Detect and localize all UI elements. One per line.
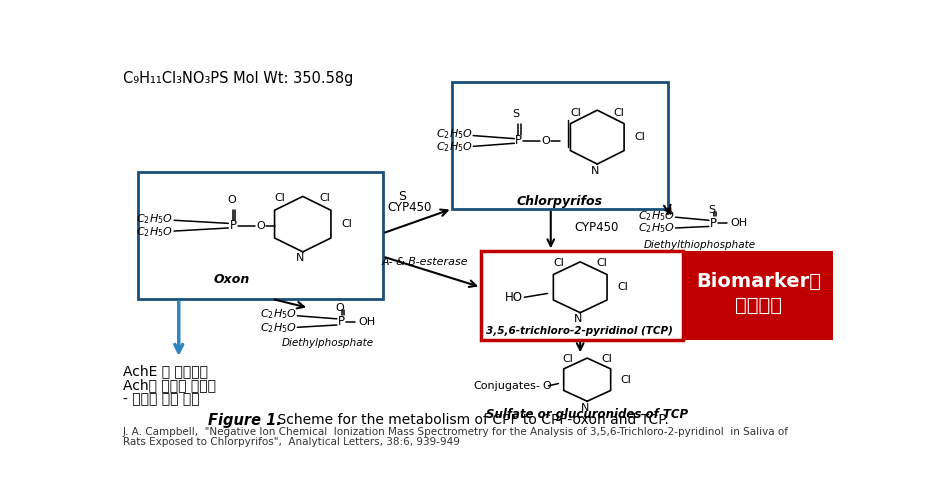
Text: Cl: Cl xyxy=(614,108,625,118)
Text: A- & B-esterase: A- & B-esterase xyxy=(382,257,469,267)
Text: $C_2H_5O$: $C_2H_5O$ xyxy=(435,127,473,141)
Text: Diethylphosphate: Diethylphosphate xyxy=(281,339,374,349)
Text: Cl: Cl xyxy=(275,193,286,202)
Text: Biomarker로: Biomarker로 xyxy=(696,273,821,292)
Text: Cl: Cl xyxy=(553,258,564,268)
Text: Cl: Cl xyxy=(601,354,613,364)
Text: N: N xyxy=(573,314,582,324)
Text: Cl: Cl xyxy=(620,375,631,385)
Text: Cl: Cl xyxy=(617,282,629,292)
Bar xyxy=(684,251,833,340)
Text: Cl: Cl xyxy=(597,258,607,268)
Text: P: P xyxy=(710,217,717,230)
Text: O: O xyxy=(257,220,265,230)
Text: HO: HO xyxy=(505,291,523,304)
Text: O: O xyxy=(335,303,345,313)
Text: $C_2H_5O$: $C_2H_5O$ xyxy=(136,212,174,225)
Text: P: P xyxy=(338,316,345,329)
Text: Cl: Cl xyxy=(319,193,331,202)
Text: P: P xyxy=(515,134,522,147)
Text: Oxon: Oxon xyxy=(213,273,249,286)
Text: $C_2H_5O$: $C_2H_5O$ xyxy=(260,321,297,335)
Text: Sulfate or glucuronides of TCP: Sulfate or glucuronides of TCP xyxy=(486,408,688,421)
Text: OH: OH xyxy=(730,218,748,228)
Text: N: N xyxy=(296,254,304,264)
Text: Cl: Cl xyxy=(562,354,573,364)
Text: N: N xyxy=(590,166,599,176)
Text: S: S xyxy=(398,190,406,203)
Text: S: S xyxy=(708,204,715,214)
Text: Figure 1.: Figure 1. xyxy=(208,413,282,428)
Bar xyxy=(138,172,383,299)
Text: CYP450: CYP450 xyxy=(574,221,618,234)
Text: C₉H₁₁Cl₃NO₃PS Mol Wt: 350.58g: C₉H₁₁Cl₃NO₃PS Mol Wt: 350.58g xyxy=(123,71,353,86)
Bar xyxy=(481,251,683,340)
Text: Ach의 분해를 막는다: Ach의 분해를 막는다 xyxy=(123,378,216,392)
Text: AchE 에 작용하여: AchE 에 작용하여 xyxy=(123,364,208,378)
Text: $C_2H_5O$: $C_2H_5O$ xyxy=(260,307,297,321)
Text: N: N xyxy=(581,403,589,413)
Text: J. A. Campbell,  "Negative Ion Chemical  Ionization Mass Spectrometry for the An: J. A. Campbell, "Negative Ion Chemical I… xyxy=(123,427,789,437)
Text: CYP450: CYP450 xyxy=(388,201,432,214)
Bar xyxy=(452,82,668,209)
Text: Cl: Cl xyxy=(634,132,645,142)
Text: - 신경계 이상 발생: - 신경계 이상 발생 xyxy=(123,392,200,406)
Text: $C_2H_5O$: $C_2H_5O$ xyxy=(435,140,473,154)
Text: Chlorpyrifos: Chlorpyrifos xyxy=(517,194,603,207)
Text: $C_2H_5O$: $C_2H_5O$ xyxy=(136,225,174,239)
Text: O: O xyxy=(542,136,550,146)
Text: OH: OH xyxy=(359,317,375,327)
Text: $C_2H_5O$: $C_2H_5O$ xyxy=(638,221,674,235)
Text: $C_2H_5O$: $C_2H_5O$ xyxy=(638,209,674,222)
Text: O: O xyxy=(227,195,235,205)
Text: 사용가능: 사용가능 xyxy=(735,296,782,315)
Text: S: S xyxy=(513,109,519,119)
Text: P: P xyxy=(230,219,236,232)
Text: Cl: Cl xyxy=(342,219,352,229)
Text: Conjugates-: Conjugates- xyxy=(474,381,541,391)
Text: Diethylthiophosphate: Diethylthiophosphate xyxy=(644,240,756,250)
Text: Cl: Cl xyxy=(570,108,581,118)
Text: Scheme for the metabolism of CPF to CPF-oxon and TCP.: Scheme for the metabolism of CPF to CPF-… xyxy=(261,413,669,427)
Text: Rats Exposed to Chlorpyrifos",  Analytical Letters, 38:6, 939-949: Rats Exposed to Chlorpyrifos", Analytica… xyxy=(123,437,460,447)
Text: 3,5,6-trichloro-2-pyridinol (TCP): 3,5,6-trichloro-2-pyridinol (TCP) xyxy=(486,326,672,336)
Text: O: O xyxy=(543,381,551,391)
